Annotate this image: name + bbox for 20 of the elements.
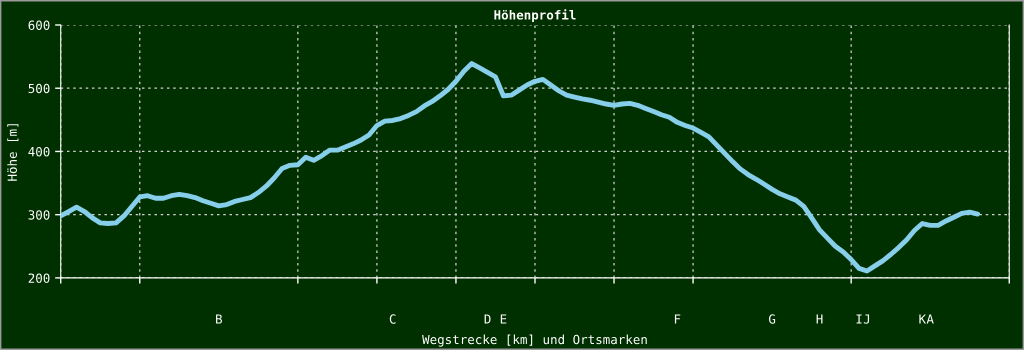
line-series <box>60 61 981 274</box>
x-tick-label: E <box>500 314 507 324</box>
x-tick-label: K <box>919 314 927 324</box>
x-tick-label: H <box>816 314 823 324</box>
x-tick-label: J <box>863 314 870 324</box>
y-axis-title: Höhe [m] <box>7 124 19 181</box>
y-tick-label: 600 <box>28 20 50 30</box>
x-tick-label: C <box>389 314 396 324</box>
x-tick-label: I <box>856 314 862 324</box>
x-tick-label: A <box>926 314 934 324</box>
chart-title: Höhenprofil <box>494 9 576 23</box>
y-tick-label: 300 <box>28 210 50 220</box>
x-tick-label: B <box>216 314 222 324</box>
x-tick-label: D <box>484 314 491 324</box>
y-tick-label: 400 <box>28 146 50 157</box>
x-axis-title: Wegstrecke [km] und Ortsmarken <box>422 334 647 347</box>
y-tick-label: 200 <box>28 273 50 283</box>
y-tick-label: 500 <box>28 83 50 94</box>
x-tick-label: G <box>768 314 776 324</box>
x-tick-label: F <box>674 314 681 324</box>
